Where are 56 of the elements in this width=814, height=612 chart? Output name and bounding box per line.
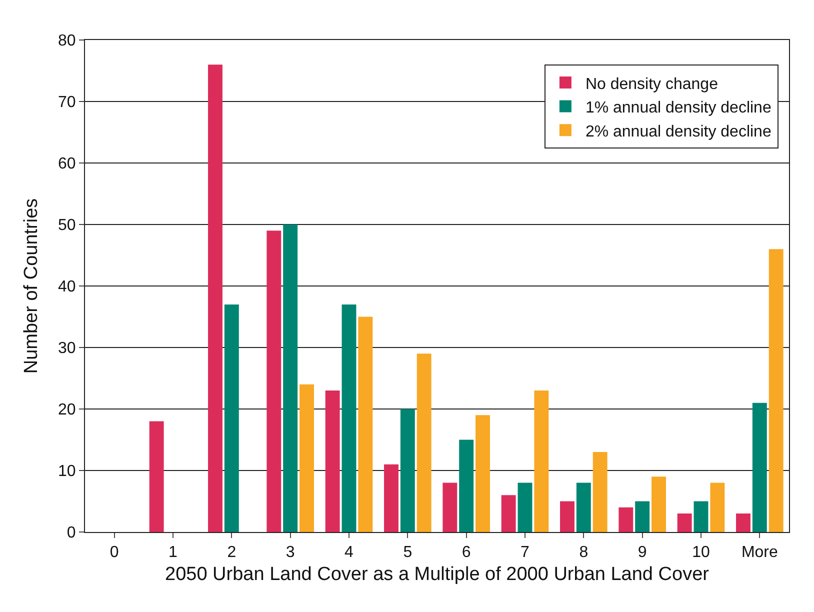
legend-label: 1% annual density decline [585, 100, 772, 117]
y-tick-label: 50 [58, 217, 76, 234]
bar [694, 501, 708, 532]
y-tick-label: 60 [58, 156, 76, 173]
bar [592, 452, 608, 532]
y-axis-title: Number of Countries [20, 198, 42, 374]
y-tick-label: 0 [66, 524, 76, 542]
bar [677, 514, 692, 532]
bar [768, 249, 784, 532]
x-tick-label: 9 [638, 544, 647, 562]
bar [560, 501, 574, 532]
bar [416, 354, 432, 532]
y-tick-label: 30 [58, 340, 76, 358]
x-tick-label: 0 [110, 544, 119, 562]
x-tick-label: 3 [286, 544, 295, 562]
bar [208, 64, 222, 532]
bar [476, 415, 490, 532]
bar [618, 507, 634, 532]
bar [652, 476, 666, 532]
bar [534, 390, 549, 532]
bar [224, 304, 239, 532]
bar [384, 464, 398, 532]
bar [752, 402, 767, 532]
bar [400, 409, 415, 532]
x-axis-title: 2050 Urban Land Cover as a Multiple of 2000 Urban Land Cover [165, 564, 710, 585]
bar [300, 384, 314, 532]
y-tick-label: 10 [58, 463, 76, 480]
x-tick-label: 8 [579, 544, 588, 562]
bar [518, 482, 532, 532]
x-tick-label: 1 [168, 544, 178, 562]
bar [710, 482, 725, 532]
bar [576, 482, 591, 532]
x-tick-label: More [741, 544, 778, 562]
legend-label: No density change [585, 76, 718, 93]
bar [501, 495, 516, 532]
y-tick-label: 40 [58, 278, 76, 296]
x-tick-label: 5 [403, 544, 412, 562]
bar [442, 482, 458, 532]
x-tick-label: 10 [692, 544, 710, 562]
bar [266, 230, 282, 532]
bar [342, 304, 356, 532]
y-tick-label: 70 [58, 94, 76, 112]
bar [325, 390, 340, 532]
bar [736, 514, 750, 532]
bar [635, 501, 650, 532]
y-tick-label: 20 [58, 402, 76, 419]
x-tick-label: 4 [344, 544, 354, 562]
x-tick-label: 7 [520, 544, 530, 562]
bar [459, 440, 474, 532]
bar [149, 421, 164, 532]
x-tick-label: 6 [462, 544, 471, 562]
x-tick-label: 2 [227, 544, 236, 562]
bar [358, 316, 373, 532]
legend-label: 2% annual density decline [585, 123, 772, 140]
y-tick-label: 80 [58, 32, 76, 50]
bar [283, 224, 298, 532]
